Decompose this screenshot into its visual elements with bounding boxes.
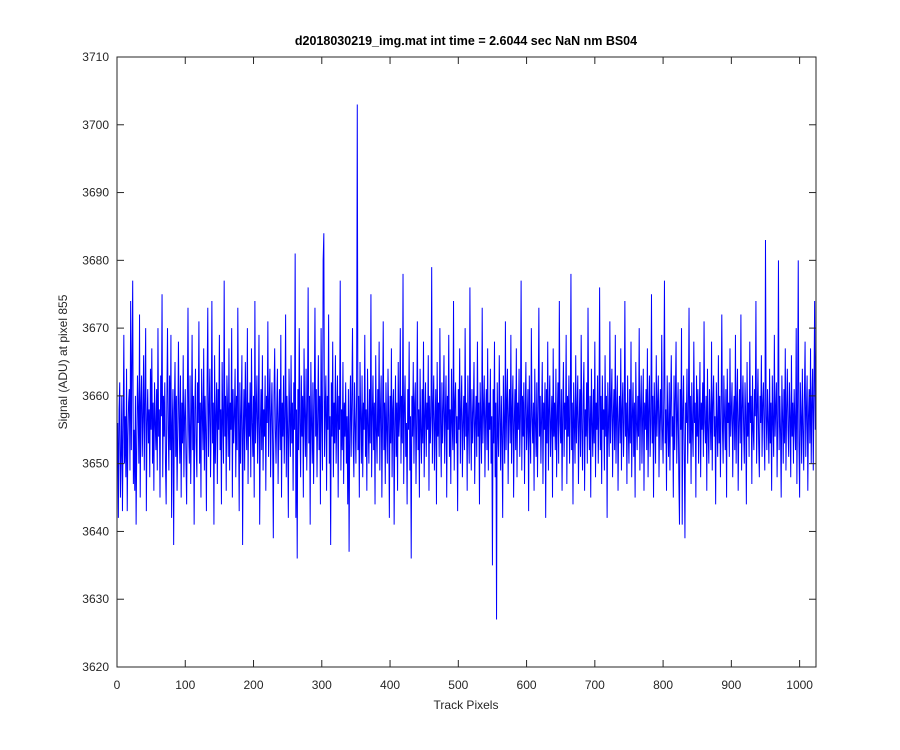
x-tick-label: 800 [653, 678, 673, 692]
x-tick-label: 100 [175, 678, 195, 692]
y-tick-label: 3620 [82, 660, 109, 674]
y-tick-label: 3650 [82, 457, 109, 471]
y-tick-label: 3630 [82, 592, 109, 606]
x-tick-label: 700 [585, 678, 605, 692]
y-tick-label: 3700 [82, 118, 109, 132]
x-tick-label: 500 [448, 678, 468, 692]
x-tick-label: 600 [517, 678, 537, 692]
x-tick-label: 400 [380, 678, 400, 692]
data-line [117, 104, 817, 620]
y-tick-label: 3680 [82, 253, 109, 267]
x-axis-label: Track Pixels [434, 698, 499, 712]
chart-title: d2018030219_img.mat int time = 2.6044 se… [295, 34, 637, 48]
y-tick-label: 3690 [82, 186, 109, 200]
x-tick-label: 1000 [786, 678, 813, 692]
x-tick-label: 200 [244, 678, 264, 692]
y-tick-label: 3670 [82, 321, 109, 335]
x-tick-label: 0 [114, 678, 121, 692]
y-tick-label: 3640 [82, 524, 109, 538]
x-tick-label: 300 [312, 678, 332, 692]
plot-frame [116, 56, 817, 668]
x-tick-label: 900 [721, 678, 741, 692]
y-tick-label: 3660 [82, 389, 109, 403]
y-tick-label: 3710 [82, 50, 109, 64]
y-axis-label: Signal (ADU) at pixel 855 [56, 294, 70, 429]
